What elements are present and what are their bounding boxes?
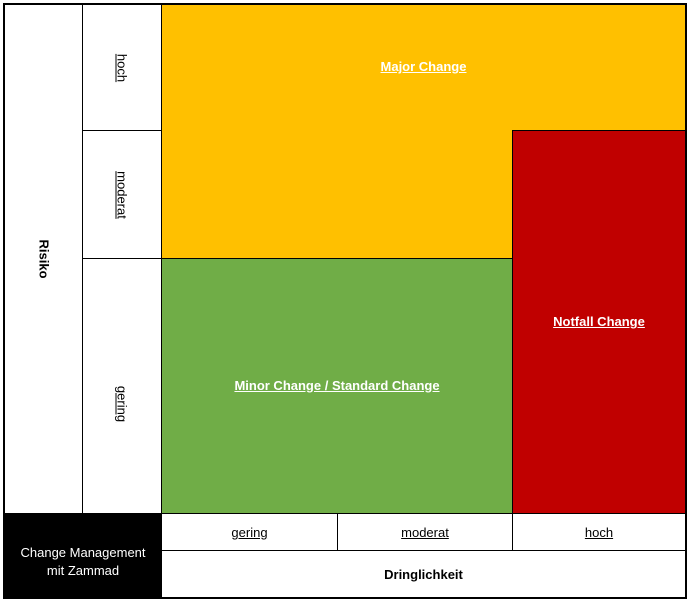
zone-major-label: Major Change [380, 59, 467, 74]
corner-title-cell: Change Management mit Zammad [5, 514, 161, 597]
divider-line [162, 550, 685, 551]
zone-major-lower [162, 130, 512, 258]
zone-major-top: Major Change [162, 5, 685, 130]
zone-minor-label: Minor Change / Standard Change [234, 378, 440, 393]
urgency-level-low: gering [162, 514, 337, 550]
divider-line [512, 130, 685, 131]
divider-line [337, 514, 338, 550]
urgency-level-high: hoch [513, 514, 685, 550]
urgency-level-moderate: moderat [338, 514, 512, 550]
urgency-axis-title: Dringlichkeit [384, 567, 463, 582]
risk-axis-title: Risiko [36, 239, 51, 279]
urgency-level-low-label: gering [231, 525, 268, 540]
urgency-axis-cell: Dringlichkeit [162, 551, 685, 597]
risk-level-moderate-label: moderat [114, 170, 130, 219]
divider-line [82, 5, 83, 513]
risk-level-low: gering [83, 259, 161, 513]
urgency-level-moderate-label: moderat [401, 525, 449, 540]
divider-line [83, 258, 512, 259]
divider-line [83, 130, 161, 131]
divider-line [512, 131, 513, 550]
risk-level-low-label: gering [114, 385, 130, 422]
zone-emergency-label: Notfall Change [553, 314, 645, 329]
divider-line [161, 5, 162, 597]
zone-emergency: Notfall Change [513, 131, 685, 513]
risk-level-high: hoch [83, 5, 161, 130]
risk-axis-cell: Risiko [5, 5, 82, 513]
corner-title-line2: mit Zammad [46, 563, 120, 578]
zone-minor: Minor Change / Standard Change [162, 259, 512, 513]
risk-level-moderate: moderat [83, 131, 161, 258]
divider-line [5, 513, 685, 514]
risk-level-high-label: hoch [114, 53, 130, 82]
urgency-level-high-label: hoch [584, 525, 614, 540]
corner-title-line1: Change Management [20, 545, 146, 560]
